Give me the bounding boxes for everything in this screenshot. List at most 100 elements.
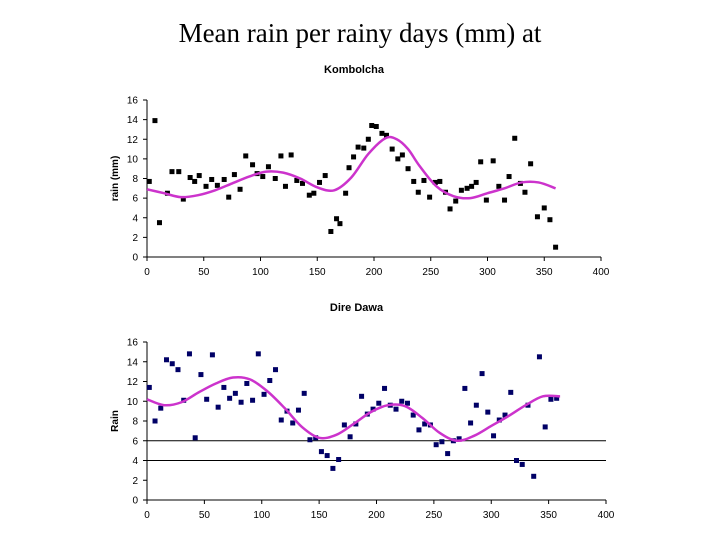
- dire-dawa-data-point: [393, 406, 399, 412]
- kombolcha-data-point: [361, 145, 367, 151]
- kombolcha-data-point: [196, 173, 202, 179]
- kombolcha-data-point: [203, 183, 209, 189]
- kombolcha-data-point: [169, 169, 175, 175]
- kombolcha-y-tick-label: 2: [132, 233, 138, 244]
- dire-dawa-data-point: [209, 352, 215, 358]
- kombolcha-data-point: [547, 217, 553, 223]
- dire-dawa-data-point: [175, 367, 181, 373]
- dire-dawa-data-point: [462, 385, 468, 391]
- kombolcha-data-point: [351, 154, 357, 160]
- kombolcha-data-point: [421, 177, 427, 183]
- dire-dawa-data-point: [439, 439, 445, 445]
- kombolcha-data-point: [473, 179, 479, 185]
- kombolcha-data-point: [243, 153, 249, 159]
- dire-dawa-data-point: [255, 351, 261, 357]
- kombolcha-x-tick-label: 150: [309, 267, 326, 278]
- dire-dawa-data-point: [445, 451, 451, 457]
- kombolcha-data-point: [299, 180, 305, 186]
- dire-dawa-x-tick-label: 150: [311, 510, 328, 521]
- kombolcha-data-point: [502, 197, 508, 203]
- kombolcha-data-point: [343, 190, 349, 196]
- kombolcha-data-point: [373, 123, 379, 129]
- kombolcha-y-tick-label: 14: [127, 115, 139, 126]
- kombolcha-data-point: [411, 178, 417, 184]
- kombolcha-data-point: [483, 197, 489, 203]
- kombolcha-data-point: [317, 179, 323, 185]
- kombolcha-data-point: [464, 185, 470, 191]
- kombolcha-y-tick-label: 8: [132, 174, 138, 185]
- kombolcha-data-point: [337, 221, 343, 227]
- dire-dawa-data-point: [318, 449, 324, 455]
- dire-dawa-x-tick-label: 200: [368, 510, 385, 521]
- dire-dawa-y-tick-label: 6: [132, 436, 138, 447]
- kombolcha-data-point: [399, 152, 405, 158]
- dire-dawa-data-point: [502, 412, 508, 418]
- kombolcha-data-point: [334, 216, 340, 222]
- dire-dawa-data-point: [347, 434, 353, 440]
- dire-dawa-x-tick-label: 250: [426, 510, 443, 521]
- dire-dawa-data-point: [513, 458, 519, 463]
- kombolcha-x-tick-label: 300: [479, 267, 496, 278]
- kombolcha-data-point: [209, 176, 215, 182]
- kombolcha-data-point: [272, 176, 278, 181]
- kombolcha-data-point: [522, 189, 528, 195]
- kombolcha-data-point: [346, 165, 352, 171]
- dire-dawa-data-point: [261, 391, 267, 397]
- dire-dawa-data-point: [479, 371, 485, 377]
- kombolcha-data-point: [395, 156, 401, 162]
- dire-dawa-x-tick-label: 400: [598, 510, 615, 521]
- kombolcha-data-point: [214, 182, 220, 188]
- dire-dawa-data-point: [456, 436, 462, 442]
- kombolcha-y-axis-label: rain (mm): [110, 156, 121, 202]
- dire-dawa-data-point: [399, 398, 405, 404]
- dire-dawa-data-point: [221, 384, 227, 390]
- kombolcha-data-point: [437, 178, 443, 184]
- dire-dawa-data-point: [250, 397, 256, 403]
- kombolcha-data-point: [265, 164, 271, 170]
- kombolcha-chart-title: Kombolcha: [324, 64, 385, 76]
- kombolcha-data-point: [389, 146, 395, 152]
- kombolcha-data-point: [496, 183, 502, 189]
- dire-dawa-data-point: [485, 409, 491, 415]
- kombolcha-data-point: [282, 183, 288, 189]
- dire-dawa-data-point: [554, 395, 560, 401]
- dire-dawa-data-point: [491, 433, 497, 439]
- dire-dawa-data-point: [267, 378, 273, 384]
- kombolcha-data-point: [369, 123, 375, 129]
- dire-dawa-x-tick-label: 50: [199, 510, 211, 521]
- dire-dawa-data-point: [152, 418, 158, 424]
- kombolcha-data-point: [379, 130, 385, 136]
- kombolcha-data-point: [322, 173, 328, 179]
- dire-dawa-data-point: [353, 421, 359, 427]
- dire-dawa-data-point: [376, 400, 382, 406]
- kombolcha-data-point: [192, 178, 198, 184]
- dire-dawa-data-point: [422, 421, 428, 427]
- dire-dawa-data-point: [301, 390, 307, 396]
- kombolcha-data-point: [453, 198, 459, 204]
- dire-dawa-data-point: [508, 389, 514, 395]
- kombolcha-y-tick-label: 6: [132, 194, 138, 205]
- kombolcha-data-point: [328, 228, 334, 234]
- kombolcha-trend-line: [146, 135, 557, 200]
- dire-dawa-y-axis-label: Rain: [110, 410, 121, 432]
- dire-dawa-data-point: [382, 385, 388, 391]
- kombolcha-data-point: [512, 135, 518, 141]
- kombolcha-data-point: [383, 132, 389, 138]
- dire-dawa-data-point: [519, 461, 525, 467]
- dire-dawa-data-point: [198, 372, 204, 378]
- kombolcha-data-point: [288, 152, 294, 158]
- kombolcha-data-point: [152, 118, 158, 124]
- kombolcha-data-point: [355, 144, 361, 150]
- kombolcha-data-point: [447, 206, 453, 212]
- dire-dawa-data-point: [290, 420, 296, 426]
- dire-dawa-x-tick-label: 0: [144, 510, 150, 521]
- dire-dawa-data-point: [433, 442, 439, 448]
- kombolcha-y-tick-label: 0: [132, 253, 138, 264]
- dire-dawa-data-point: [232, 390, 238, 396]
- kombolcha-y-tick-label: 4: [132, 213, 138, 224]
- kombolcha-data-point: [187, 175, 193, 181]
- dire-dawa-data-point: [416, 427, 422, 433]
- dire-dawa-data-point: [324, 453, 330, 459]
- kombolcha-x-tick-label: 100: [252, 267, 269, 278]
- kombolcha-data-point: [490, 158, 496, 164]
